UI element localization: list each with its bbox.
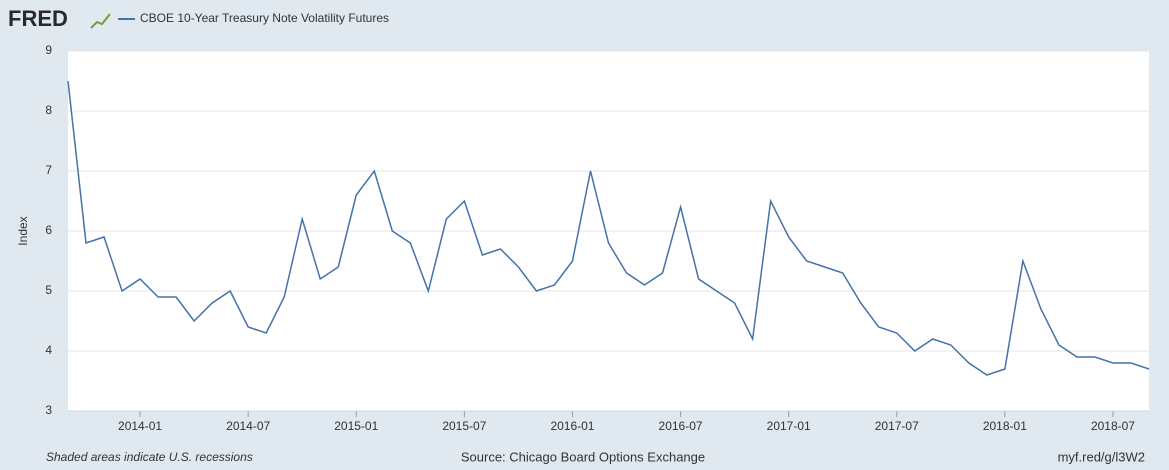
x-tick-label: 2016-01: [550, 419, 594, 433]
legend-label: CBOE 10-Year Treasury Note Volatility Fu…: [140, 11, 389, 25]
link[interactable]: myf.red/g/l3W2: [1058, 449, 1145, 464]
series-line: [67, 80, 1150, 376]
x-tick-label: 2016-07: [659, 419, 703, 433]
x-tick-label: 2017-01: [767, 419, 811, 433]
x-tick-label: 2014-01: [118, 419, 162, 433]
y-tick-label: 7: [45, 163, 52, 177]
note: Shaded areas indicate U.S. recessions: [46, 450, 253, 464]
y-tick-label: 3: [45, 403, 52, 417]
y-axis-label: Index: [16, 216, 30, 245]
y-tick-label: 5: [45, 283, 52, 297]
x-tick-label: 2015-07: [442, 419, 486, 433]
x-tick-label: 2014-07: [226, 419, 270, 433]
y-tick-label: 9: [45, 43, 52, 57]
source: Source: Chicago Board Options Exchange: [461, 449, 705, 464]
y-tick-label: 4: [45, 343, 52, 357]
y-tick-label: 8: [45, 103, 52, 117]
x-tick-label: 2017-07: [875, 419, 919, 433]
logo-icon: [90, 13, 111, 29]
y-tick-label: 6: [45, 223, 52, 237]
x-tick-label: 2018-07: [1091, 419, 1135, 433]
x-tick-label: 2018-01: [983, 419, 1027, 433]
x-tick-label: 2015-01: [334, 419, 378, 433]
logo: FRED: [8, 6, 68, 31]
